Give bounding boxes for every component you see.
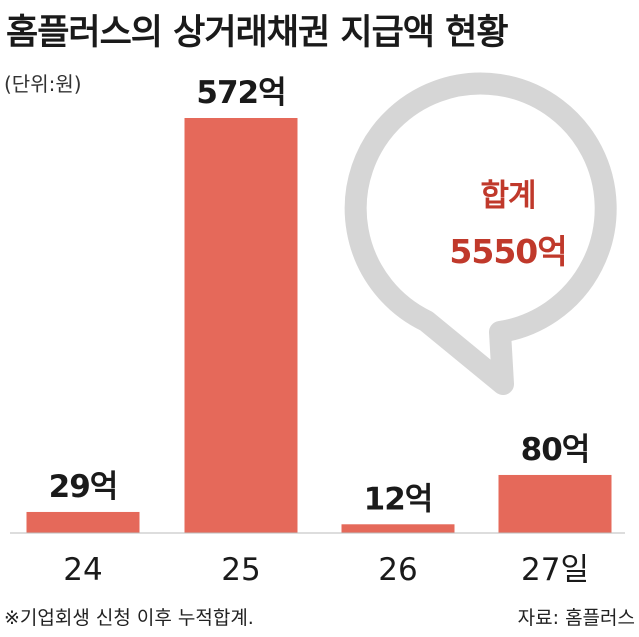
category-label-2: 25 (221, 552, 260, 588)
value-label-4: 80억 (521, 432, 590, 468)
source-note: 자료: 홈플러스 (517, 607, 635, 629)
total-label: 합계 (480, 178, 535, 214)
footnote: ※기업회생 신청 이후 누적합계. (4, 607, 254, 629)
value-label-2: 572억 (196, 75, 285, 111)
chart-title: 홈플러스의 상거래채권 지급액 현황 (6, 13, 509, 53)
unit-label: (단위:원) (4, 72, 82, 96)
value-label-1: 29억 (49, 469, 118, 505)
category-label-4: 27일 (521, 552, 589, 588)
total-callout: 합계 5550억 (344, 72, 617, 395)
value-label-3: 12억 (364, 481, 433, 517)
bar-4 (498, 474, 612, 533)
bar-3 (341, 524, 455, 533)
bar-2 (184, 118, 298, 533)
bar-1 (26, 511, 140, 533)
callout-bubble (344, 72, 617, 395)
category-label-3: 26 (378, 552, 417, 588)
total-value: 5550억 (449, 232, 566, 271)
category-label-1: 24 (63, 552, 102, 588)
